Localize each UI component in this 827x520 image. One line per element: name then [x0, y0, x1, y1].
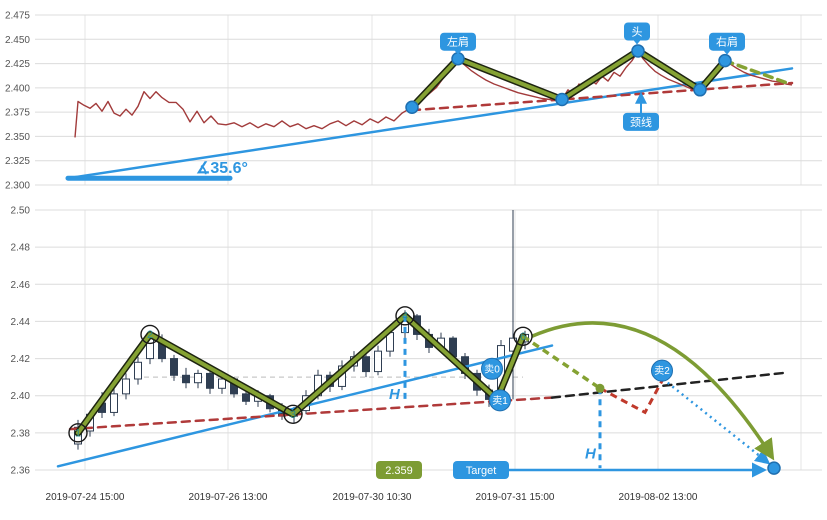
y-tick-label: 2.475 [5, 11, 30, 22]
wave-number-text: 1 [75, 427, 81, 439]
x-tick-label: 2019-07-26 13:00 [189, 492, 268, 503]
height-label: H [389, 386, 401, 403]
angle-value-label: ∡35.6° [196, 160, 248, 177]
target-word-badge-text: Target [466, 465, 497, 477]
projection-blue-dotted [662, 378, 771, 465]
sell-signal-badge [651, 359, 673, 382]
y-tick-label: 2.42 [11, 354, 31, 365]
target-price-badge [376, 461, 422, 479]
candle-body [194, 372, 202, 384]
wave-number-circle [513, 326, 533, 346]
sell-signal-text: 卖2 [654, 365, 670, 377]
x-tick-label: 2019-07-24 15:00 [46, 492, 125, 503]
breakout-pivot-dot [595, 383, 605, 393]
pivot-marker [718, 53, 732, 68]
candle-body [362, 356, 370, 373]
candle-body [122, 378, 130, 395]
candle-body [110, 393, 118, 413]
target-arc-arrow [531, 321, 775, 461]
sell-signal-badge [481, 357, 503, 380]
label-head [624, 22, 650, 41]
y-tick-label: 2.44 [11, 317, 31, 328]
y-tick-label: 2.325 [5, 156, 30, 167]
x-tick-label: 2019-07-31 15:00 [476, 492, 555, 503]
wave-number-text: 4 [402, 310, 408, 322]
uptrend-line [66, 67, 794, 180]
wave-number-circle [395, 306, 415, 326]
y-tick-label: 2.48 [11, 243, 31, 254]
candle-body [182, 374, 190, 384]
target-price-badge-text: 2.359 [385, 465, 413, 477]
candle-body [374, 350, 382, 373]
wave-number-circle [140, 324, 160, 345]
label-right-shoulder-pointer [723, 49, 731, 55]
label-neckline [623, 112, 659, 131]
neckline-dashed [68, 396, 554, 431]
y-tick-label: 2.50 [11, 206, 31, 217]
target-dot [767, 461, 781, 475]
y-tick-label: 2.38 [11, 428, 31, 439]
height-label: H [585, 445, 597, 462]
y-tick-label: 2.36 [11, 466, 31, 477]
candle-body [170, 358, 178, 376]
y-tick-label: 2.350 [5, 132, 30, 143]
label-left-shoulder-text: 左肩 [447, 35, 469, 49]
candlestick-trade-plan-chart: 2.50 2.48 2.46 2.44 2.42 2.40 2.38 2.36 2019-07-… [11, 206, 822, 503]
target-word-badge [453, 461, 509, 479]
y-tick-label: 2.375 [5, 108, 30, 119]
wave-number-text: 6 [520, 331, 526, 343]
wave-number-circle [68, 423, 88, 443]
candle-body [218, 378, 226, 389]
y-tick-label: 2.400 [5, 83, 30, 94]
wave-zigzag-edge [74, 312, 527, 437]
candle-body [242, 393, 250, 402]
candle-body [206, 372, 214, 389]
y-tick-label: 2.450 [5, 35, 30, 46]
pattern-zigzag-projection [723, 58, 792, 86]
label-head-text: 头 [632, 26, 643, 39]
pivot-marker [405, 100, 419, 115]
y-tick-label: 2.425 [5, 59, 30, 70]
wave-number-text: 2 [147, 329, 153, 341]
sell-signal-badge [489, 389, 511, 412]
neckline-dashed [410, 81, 794, 112]
neckline-extension-dashed [550, 371, 790, 399]
pivot-marker [555, 92, 569, 107]
label-right-shoulder-text: 右肩 [716, 35, 738, 49]
projection-red-zigzag [599, 378, 665, 415]
pivot-marker [693, 83, 707, 97]
projection-green-dashed [522, 334, 601, 390]
head-shoulders-pattern-chart: 2.475 2.450 2.425 2.400 2.375 2.350 2.325 2.300… [5, 11, 822, 192]
label-right-shoulder [709, 32, 745, 51]
pivot-marker [631, 44, 645, 58]
label-left-shoulder-pointer [454, 49, 462, 55]
x-tick-label: 2019-08-02 13:00 [619, 492, 698, 503]
wave-number-text: 3 [290, 409, 296, 421]
wave-zigzag [76, 313, 525, 435]
label-left-shoulder [440, 32, 476, 51]
sell-signal-text: 卖0 [484, 363, 500, 375]
candle-body [134, 361, 142, 380]
x-tick-label: 2019-07-30 10:30 [333, 492, 412, 503]
sell-signal-text: 卖1 [492, 395, 508, 407]
y-tick-label: 2.40 [11, 391, 31, 402]
label-neckline-text: 颈线 [630, 115, 652, 129]
y-tick-label: 2.300 [5, 181, 30, 192]
label-head-pointer [633, 39, 641, 45]
wave-number-circle [283, 404, 303, 424]
y-tick-label: 2.46 [11, 280, 31, 291]
